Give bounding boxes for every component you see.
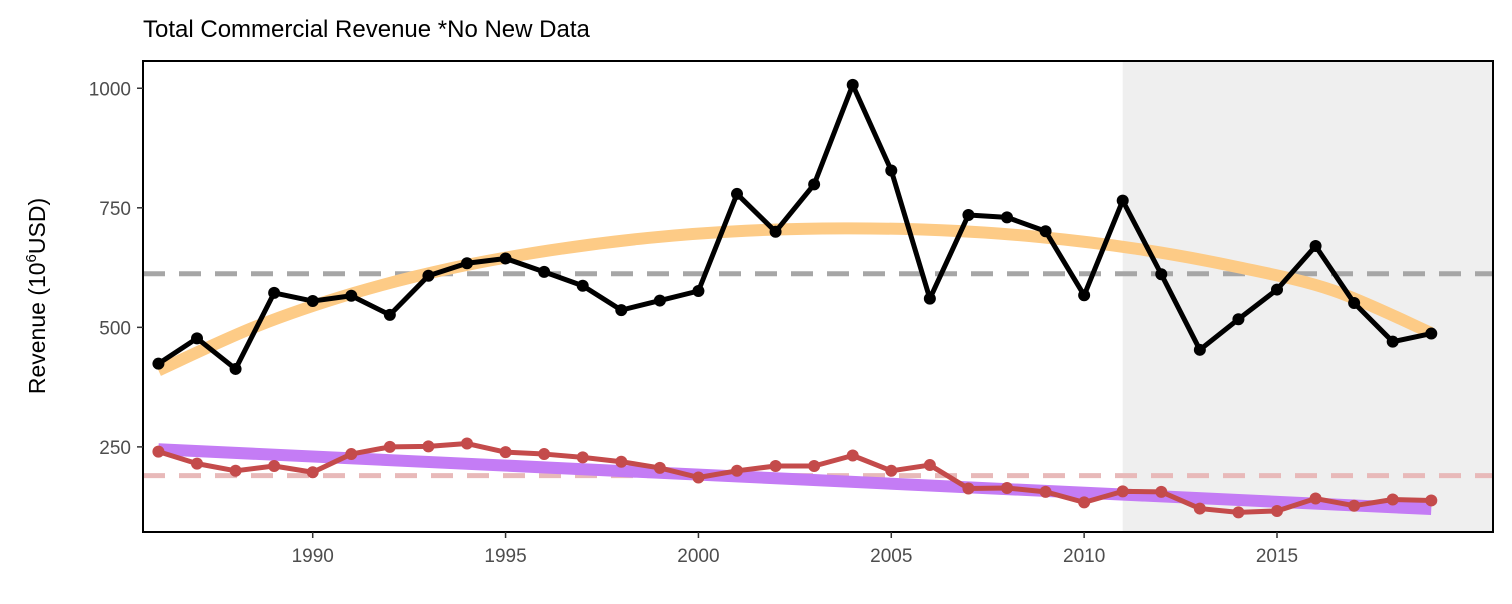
series-1-point-1987 xyxy=(191,332,203,345)
series-1-point-2017 xyxy=(1348,296,1361,309)
series-line-1 xyxy=(157,82,1432,372)
y-axis-title-part-3: USD) xyxy=(24,198,50,254)
series-2-point-2014 xyxy=(1232,506,1245,519)
series-2-point-1992 xyxy=(383,440,396,453)
series-2-point-2016 xyxy=(1309,492,1322,505)
series-2-point-2001 xyxy=(731,464,743,477)
series-2-point-1995 xyxy=(499,446,512,459)
chart-title: Total Commercial Revenue *No New Data xyxy=(143,16,591,43)
series-2-point-1998 xyxy=(615,455,628,468)
series-2-point-1986 xyxy=(152,445,165,458)
y-axis-title: Revenue (106USD) xyxy=(23,198,50,394)
series-1-point-2000 xyxy=(692,285,705,298)
y-tick-label-1000: 1000 xyxy=(89,79,131,100)
series-1-point-2015 xyxy=(1271,283,1283,296)
series-2-point-2004 xyxy=(846,449,859,462)
series-2-point-1989 xyxy=(268,460,281,473)
y-tick-label-500: 500 xyxy=(99,318,131,339)
series-1-point-1989 xyxy=(268,286,281,299)
series-2-point-1996 xyxy=(538,448,551,461)
series-2-point-2006 xyxy=(923,459,936,472)
series-2-point-2008 xyxy=(1001,482,1013,495)
series-1-point-2003 xyxy=(808,178,821,191)
series-2-point-2005 xyxy=(885,464,898,477)
y-tick-label-250: 250 xyxy=(99,438,131,459)
series-line-2 xyxy=(157,441,1432,515)
series-1-point-1991 xyxy=(345,289,358,302)
series-1-point-2014 xyxy=(1232,313,1245,326)
shaded-region xyxy=(1122,61,1493,532)
series-2-point-2015 xyxy=(1271,504,1283,517)
series-1-point-2006 xyxy=(923,292,936,305)
series-1-point-2018 xyxy=(1386,335,1399,348)
series-1-point-2013 xyxy=(1193,343,1206,356)
series-1-point-1990 xyxy=(306,295,319,308)
y-tick-label-750: 750 xyxy=(99,199,131,220)
series-1-point-2012 xyxy=(1155,268,1168,281)
series-1-point-1999 xyxy=(653,294,666,307)
series-1-point-2010 xyxy=(1078,289,1091,302)
x-tick-label-1990: 1990 xyxy=(292,546,334,567)
series-1-point-1988 xyxy=(229,362,242,375)
series-2-point-2002 xyxy=(769,460,782,473)
series-2-point-2003 xyxy=(808,460,821,473)
series-2-point-2017 xyxy=(1348,499,1361,512)
series-1-point-1996 xyxy=(538,265,551,278)
x-tick-label-2015: 2015 xyxy=(1256,546,1298,567)
series-1-point-1994 xyxy=(461,257,473,270)
series-1-point-1992 xyxy=(383,308,396,321)
series-1-point-2016 xyxy=(1309,240,1322,253)
series-1-point-1986 xyxy=(152,357,165,370)
series-2-point-1990 xyxy=(306,466,319,479)
series-2-point-2012 xyxy=(1155,485,1168,498)
series-2-point-2009 xyxy=(1039,485,1052,498)
series-1-point-2002 xyxy=(769,225,782,238)
series-1-point-2005 xyxy=(885,164,898,177)
x-tick-label-2000: 2000 xyxy=(677,546,719,567)
series-1-point-1993 xyxy=(422,269,435,282)
series-1-point-2004 xyxy=(846,78,859,91)
x-tick-label-1995: 1995 xyxy=(484,546,526,567)
plot-area: 1990 1995 2000 2005 2010 2015 250 500 750 1000 xyxy=(89,60,1494,567)
series-1-point-2019 xyxy=(1425,327,1438,340)
series-1-point-2009 xyxy=(1039,225,1052,238)
series-1-point-2011 xyxy=(1116,194,1129,207)
series-2-point-1987 xyxy=(191,457,203,470)
series-1-point-2007 xyxy=(962,208,975,221)
series-1-point-1995 xyxy=(499,252,512,265)
series-1-point-2001 xyxy=(731,187,743,200)
series-2-point-1999 xyxy=(653,461,666,474)
series-2-point-2007 xyxy=(962,482,975,495)
series-2-point-2013 xyxy=(1193,502,1206,515)
plot-border xyxy=(142,60,1494,533)
series-1-point-1998 xyxy=(615,304,628,317)
series-1-point-1997 xyxy=(576,279,589,292)
x-tick-label-2010: 2010 xyxy=(1063,546,1105,567)
series-2-point-1994 xyxy=(461,437,473,450)
y-axis-title-part-1: Revenue (10 xyxy=(24,262,50,394)
y-axis-title-exponent: 6 xyxy=(23,254,40,262)
series-2-point-2011 xyxy=(1116,485,1129,498)
series-2-point-2018 xyxy=(1386,493,1399,506)
series-1-point-2008 xyxy=(1001,211,1013,224)
series-2-point-2019 xyxy=(1425,494,1438,507)
series-2-point-1997 xyxy=(576,451,589,464)
series-2-point-1991 xyxy=(345,448,358,461)
series-2-point-1993 xyxy=(422,440,435,453)
series-2-point-2000 xyxy=(692,471,705,484)
series-2-point-1988 xyxy=(229,464,242,477)
series-2-point-2010 xyxy=(1078,496,1091,509)
x-tick-label-2005: 2005 xyxy=(870,546,912,567)
